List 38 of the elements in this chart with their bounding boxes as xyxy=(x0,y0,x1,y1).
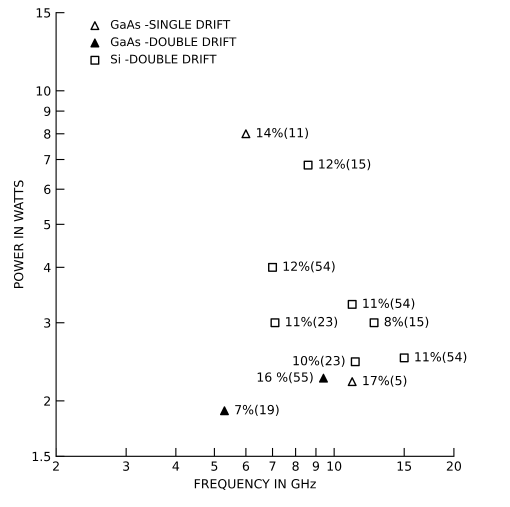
x-tick-label: 8 xyxy=(292,461,299,471)
annotation: 14%(11) xyxy=(256,128,308,139)
x-tick-label: 9 xyxy=(312,461,320,471)
y-axis-title: POWER IN WATTS xyxy=(14,180,24,288)
y-tick-label: 3 xyxy=(44,318,50,328)
annotation: 11%(54) xyxy=(363,298,414,310)
x-tick-label: 10 xyxy=(328,461,342,471)
x-axis-title: FREQUENCY IN GHz xyxy=(194,479,316,490)
x-tick-label: 5 xyxy=(211,462,218,471)
x-tick-label: 7 xyxy=(270,462,276,471)
x-tick-label: 3 xyxy=(123,461,130,471)
y-tick-label: 8 xyxy=(44,129,50,139)
annotation: 11%(23) xyxy=(286,316,338,328)
y-tick-label: 6 xyxy=(44,184,50,194)
y-tick-label: 1.5 xyxy=(32,452,50,462)
x-tick-label: 6 xyxy=(242,461,250,471)
x-tick-label: 20 xyxy=(446,461,462,471)
y-tick-label: 15 xyxy=(36,8,50,18)
annotation: 10%(23) xyxy=(293,356,344,367)
annotation: 16 %(55) xyxy=(258,372,313,384)
y-tick-label: 7 xyxy=(44,155,50,164)
y-tick-label: 5 xyxy=(44,220,50,230)
x-tick-label: 2 xyxy=(53,461,59,471)
y-tick-label: 9 xyxy=(44,106,50,116)
annotation: 8%(15) xyxy=(384,316,428,328)
annotation: 12%(54) xyxy=(284,261,335,272)
legend-label: GaAs -DOUBLE DRIFT xyxy=(110,37,236,46)
y-tick-label: 4 xyxy=(44,262,51,272)
legend-label: Si -DOUBLE DRIFT xyxy=(111,54,217,64)
annotation: 11%(54) xyxy=(415,352,466,363)
annotation: 7%(19) xyxy=(235,404,279,416)
y-tick-label: 10 xyxy=(36,86,50,96)
annotation: 12%(15) xyxy=(319,159,370,170)
y-tick-label: 2 xyxy=(44,396,50,406)
annotation: 17%(5) xyxy=(363,376,406,387)
x-tick-label: 15 xyxy=(398,462,412,471)
legend-label: GaAs -SINGLE DRIFT xyxy=(110,20,230,29)
x-tick-label: 4 xyxy=(172,462,180,471)
